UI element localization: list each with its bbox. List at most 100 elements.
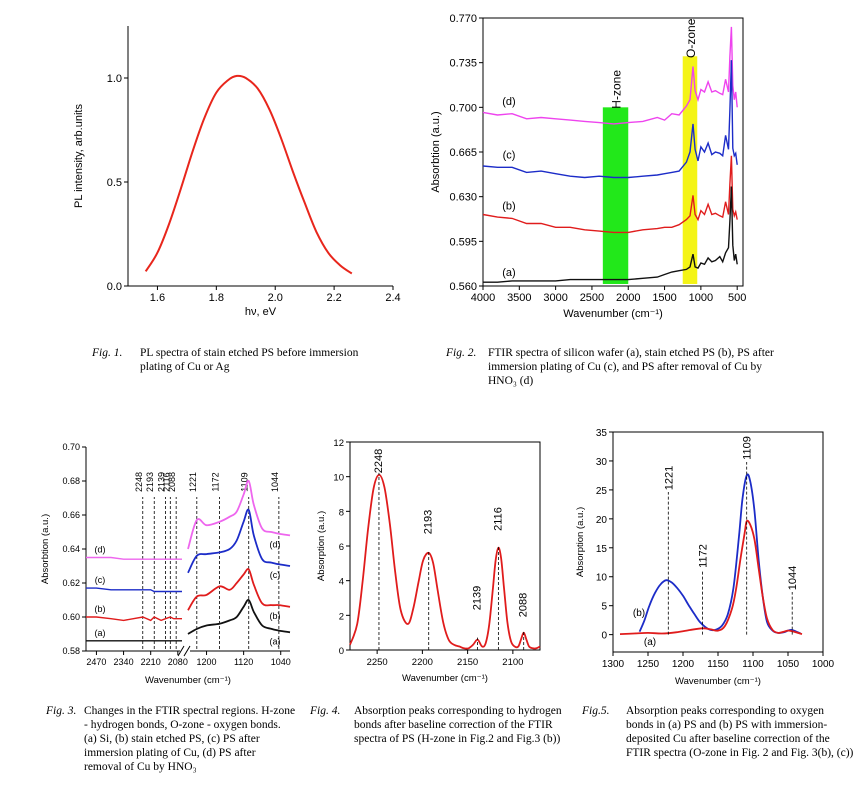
fig3-y-axis-title: Absorbtion (a.u.) <box>40 514 51 584</box>
chart-fig3: 0.58 0.60 0.62 0.64 0.66 0.68 0.70 2470 2340 2210… <box>40 442 291 686</box>
fig5-series-0 <box>638 473 801 635</box>
fig1-x-axis-title: hν, eV <box>245 306 277 318</box>
fig2-band-label-0: H-zone <box>610 70 624 109</box>
fig1-x-tick-label-1: 1.8 <box>209 292 224 304</box>
fig5-y-axis-title: Absorption (a.u.) <box>575 507 586 577</box>
fig3-axis-break <box>177 645 191 657</box>
fig2-series-3 <box>483 186 738 283</box>
caption-fig3-text: Changes in the FTIR spectral regions. H-… <box>84 705 296 773</box>
fig3-series-left-1 <box>86 587 182 593</box>
fig4-y-tick-label-0: 0 <box>339 646 344 657</box>
fig2-y-tick-label-6: 0.770 <box>449 13 477 25</box>
caption-fig2: Fig. 2. FTIR spectra of silicon wafer (a)… <box>446 346 786 388</box>
fig5-y-tick-label-7: 35 <box>596 428 608 439</box>
fig3-y-tick-label-4: 0.66 <box>62 510 80 520</box>
caption-fig4-number: Fig. 4. <box>310 705 341 717</box>
fig5-series-label-0: (b) <box>633 608 645 619</box>
fig2-x-axis-title: Wavenumber (cm⁻¹) <box>563 308 663 320</box>
fig2-series-2 <box>482 155 738 234</box>
caption-fig5-text: Absorption peaks corresponding to oxygen… <box>626 705 854 759</box>
fig3-series-label-left-0: (d) <box>95 545 106 555</box>
fig4-y-tick-label-2: 4 <box>339 577 344 588</box>
fig4-y-tick-label-4: 8 <box>339 507 344 518</box>
caption-fig2-text: FTIR spectra of silicon wafer (a), stain… <box>488 347 774 387</box>
fig3-peak-label-2: 2139 <box>157 472 167 492</box>
fig3-x-tick-label-3: 2080 <box>168 657 188 667</box>
fig3-series-right-1 <box>187 508 291 574</box>
fig3-series-left-2 <box>86 616 182 622</box>
fig4-peak-label-4: 2088 <box>518 593 530 617</box>
fig5-peak-label-1: 1172 <box>698 544 710 568</box>
fig2-x-tick-label-1: 3500 <box>507 292 531 304</box>
caption-fig1-number: Fig. 1. <box>92 347 123 359</box>
fig4-peak-label-1: 2193 <box>423 510 435 534</box>
fig4-y-tick-label-6: 12 <box>333 438 344 449</box>
fig3-series-right-3 <box>187 599 291 635</box>
fig3-y-tick-label-5: 0.68 <box>62 476 80 486</box>
fig1-y-tick-label-2: 1.0 <box>107 73 122 85</box>
fig3-peak-label-4: 2088 <box>167 472 177 492</box>
fig5-x-axis-title: Wavenumber (cm⁻¹) <box>675 676 761 687</box>
caption-fig5: Fig.5. Absorption peaks corresponding to … <box>582 704 854 760</box>
fig3-x-tick-label-1: 2340 <box>114 657 134 667</box>
fig5-x-tick-label-6: 1000 <box>812 659 835 670</box>
fig5-y-tick-label-0: 0 <box>601 631 607 642</box>
fig5-x-tick-label-0: 1300 <box>602 659 625 670</box>
fig5-x-tick-label-2: 1200 <box>672 659 695 670</box>
fig3-peak-label-0: 2248 <box>134 472 144 492</box>
caption-fig3: Fig. 3. Changes in the FTIR spectral regi… <box>46 704 296 774</box>
fig4-peak-label-2: 2139 <box>472 586 484 610</box>
fig3-series-right-0 <box>187 479 291 550</box>
fig2-y-tick-label-1: 0.595 <box>449 236 477 248</box>
caption-fig3-number: Fig. 3. <box>46 705 77 717</box>
chart-fig5: 1300 1250 1200 1150 1100 1050 1000 0 5 10 15 20 25 30… <box>575 428 835 687</box>
fig5-y-tick-label-5: 25 <box>596 486 608 497</box>
fig3-x-axis-title: Wavenumber (cm⁻¹) <box>145 675 231 686</box>
fig4-peak-label-0: 2248 <box>373 449 385 473</box>
caption-fig4-text: Absorption peaks corresponding to hydrog… <box>354 705 562 745</box>
fig2-series-label-0: (d) <box>502 96 515 108</box>
fig4-y-tick-label-3: 6 <box>339 542 344 553</box>
fig2-band-label-1: O-zone <box>684 18 698 58</box>
fig5-series-1 <box>619 519 803 635</box>
fig2-y-tick-label-3: 0.665 <box>449 147 477 159</box>
fig2-y-tick-label-2: 0.630 <box>449 192 477 204</box>
fig2-x-tick-label-0: 4000 <box>471 292 495 304</box>
fig1-y-axis-title: PL intensity, arb.units <box>73 104 85 208</box>
fig1-x-tick-label-2: 2.0 <box>268 292 283 304</box>
fig2-x-tick-label-7: 500 <box>728 292 746 304</box>
fig3-y-tick-label-6: 0.70 <box>62 442 80 452</box>
fig5-series-label-1: (a) <box>644 637 656 648</box>
fig5-x-tick-label-1: 1250 <box>637 659 660 670</box>
fig3-series-label-right-0: (d) <box>270 539 281 549</box>
fig2-y-tick-label-5: 0.735 <box>449 58 477 70</box>
fig2-y-axis-title: Absorbtion (a.u.) <box>430 111 442 192</box>
fig4-y-tick-label-5: 10 <box>333 473 344 484</box>
fig2-series-label-1: (c) <box>503 149 516 161</box>
fig3-series-label-left-3: (a) <box>95 628 106 638</box>
fig3-series-label-left-1: (c) <box>95 575 106 585</box>
fig3-x-tick-label-5: 1120 <box>234 657 253 667</box>
fig4-curve <box>349 474 541 650</box>
fig4-x-tick-label-0: 2250 <box>367 657 388 668</box>
fig4-x-tick-label-2: 2150 <box>457 657 478 668</box>
fig4-x-axis-title: Wavenumber (cm⁻¹) <box>402 673 488 684</box>
fig3-series-left-0 <box>86 556 182 560</box>
fig3-peak-label-3: 2116 <box>161 472 171 491</box>
fig2-x-tick-label-2: 3000 <box>543 292 567 304</box>
fig5-x-tick-label-3: 1150 <box>707 659 729 670</box>
fig3-y-tick-label-0: 0.58 <box>62 646 80 656</box>
fig3-series-label-right-2: (b) <box>270 611 281 621</box>
fig3-y-tick-label-3: 0.64 <box>62 544 80 554</box>
chart-fig2: H-zone O-zone 4000 3500 3000 2500 2000 1500 1000… <box>430 13 746 320</box>
fig5-x-tick-label-5: 1050 <box>777 659 800 670</box>
fig1-plot-frame <box>128 26 393 286</box>
fig2-x-tick-label-4: 2000 <box>616 292 640 304</box>
fig4-x-tick-label-1: 2200 <box>412 657 433 668</box>
caption-fig1: Fig. 1. PL spectra of stain etched PS bef… <box>92 346 362 374</box>
fig3-x-tick-label-0: 2470 <box>86 657 106 667</box>
fig3-x-tick-label-6: 1040 <box>271 657 291 667</box>
fig4-x-tick-label-3: 2100 <box>502 657 523 668</box>
fig1-y-tick-label-1: 0.5 <box>107 177 122 189</box>
fig5-y-tick-label-3: 15 <box>596 544 608 555</box>
